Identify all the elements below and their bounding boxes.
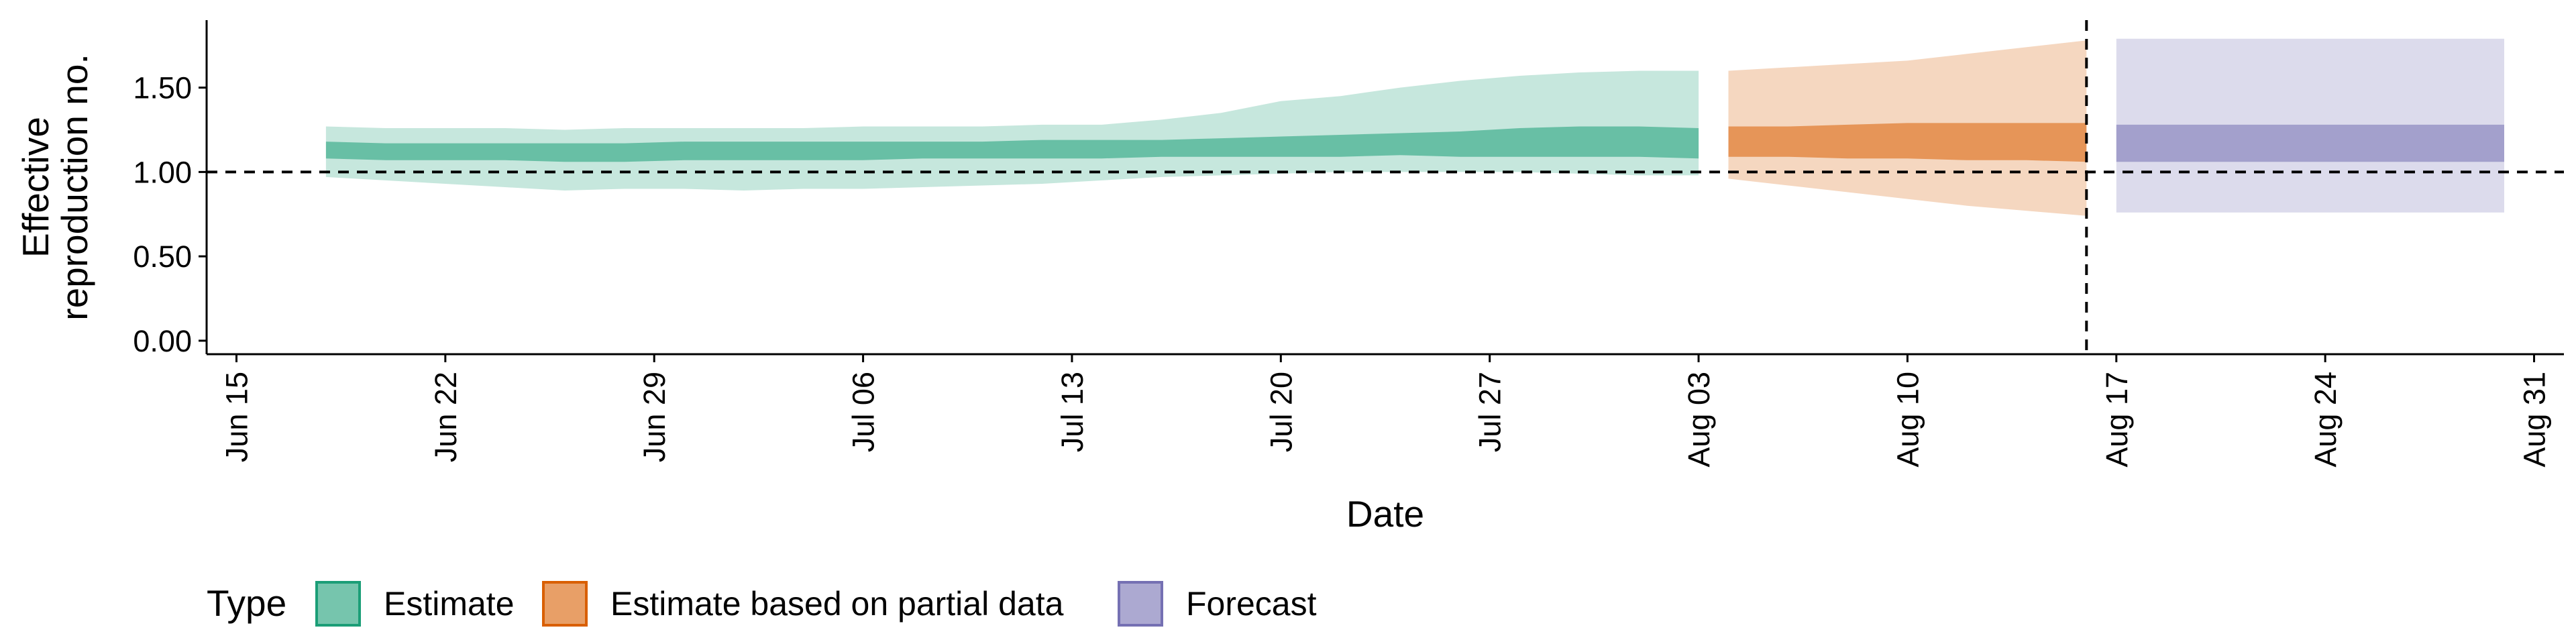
ribbon-layer xyxy=(325,38,2504,216)
y-tick-label: 0.50 xyxy=(133,239,192,274)
x-tick-label: Aug 24 xyxy=(2308,372,2343,468)
x-axis-title: Date xyxy=(1346,493,1424,535)
axes: 0.00 0.50 1.00 1.50 Jun 15 Jun 22 Jun 29 Jul 06… xyxy=(15,20,2564,535)
legend-label-estimate-based-on-partial-data: Estimate based on partial data xyxy=(610,585,1064,623)
legend-title: Type xyxy=(207,582,286,624)
legend-label-estimate: Estimate xyxy=(384,585,515,623)
x-tick-label: Jul 13 xyxy=(1055,372,1089,452)
forecast-inner-band xyxy=(2116,124,2504,162)
estimate-based-on-partial-data-inner-band xyxy=(1728,123,2087,162)
x-tick-label: Aug 31 xyxy=(2518,372,2552,468)
x-tick-label: Jul 20 xyxy=(1264,372,1298,452)
y-tick-label: 1.00 xyxy=(133,155,192,189)
y-axis-title: Effective xyxy=(15,117,56,258)
x-tick-label: Aug 10 xyxy=(1890,372,1925,468)
y-tick-label: 1.50 xyxy=(133,71,192,105)
y-axis-title: reproduction no. xyxy=(54,54,95,321)
legend: Type Estimate Estimate based on partial da… xyxy=(207,581,1317,627)
x-tick-label: Jun 29 xyxy=(637,372,672,462)
x-tick-label: Jul 06 xyxy=(847,372,881,452)
x-tick-label: Jul 27 xyxy=(1473,372,1507,452)
legend-swatch-estimate-based-on-partial-data xyxy=(542,581,588,627)
estimate-inner-band xyxy=(325,126,1699,162)
legend-swatch-forecast xyxy=(1118,581,1163,627)
y-tick-label: 0.00 xyxy=(133,324,192,358)
legend-label-forecast: Forecast xyxy=(1186,585,1317,623)
x-tick-label: Aug 17 xyxy=(2100,372,2134,468)
x-tick-label: Aug 03 xyxy=(1682,372,1716,468)
x-tick-label: Jun 15 xyxy=(219,372,254,462)
x-tick-label: Jun 22 xyxy=(429,372,463,462)
legend-swatch-estimate xyxy=(315,581,361,627)
